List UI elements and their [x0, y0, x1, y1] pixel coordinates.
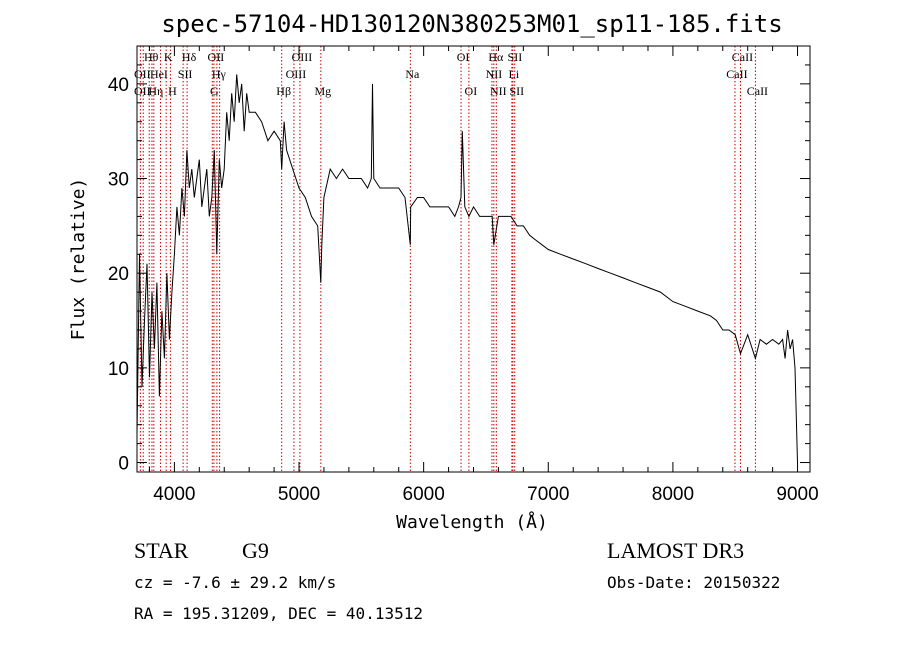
- object-class: STAR: [134, 538, 189, 563]
- y-tick-label-20: 20: [108, 264, 129, 285]
- marker-label-26: SII: [509, 84, 524, 98]
- marker-label-20: H: [168, 84, 177, 98]
- marker-label-25: NII: [490, 84, 507, 98]
- y-tick-label-30: 30: [108, 170, 129, 191]
- chart-title: spec-57104-HD130120N380253M01_sp11-185.f…: [161, 10, 782, 38]
- marker-label-15: NII: [486, 67, 503, 81]
- y-axis-ticks: 0 10 20 30 40: [108, 64, 810, 475]
- spectrum-line: [136, 74, 798, 463]
- marker-label-1: K: [164, 50, 173, 64]
- marker-label-18: OII: [134, 84, 151, 98]
- y-tick-label-0: 0: [118, 454, 129, 475]
- y-tick-label-40: 40: [108, 75, 129, 96]
- marker-label-24: OI: [465, 84, 478, 98]
- marker-label-5: OI: [457, 50, 470, 64]
- marker-label-19: Hη: [148, 84, 163, 98]
- marker-label-6: Hα: [488, 50, 504, 64]
- redshift-cz: cz = -7.6 ± 29.2 km/s: [134, 573, 336, 592]
- x-tick-label-4000: 4000: [153, 484, 195, 505]
- x-axis-label: Wavelength (Å): [396, 511, 548, 533]
- marker-label-2: Hδ: [182, 50, 197, 64]
- marker-label-9: OII: [134, 67, 151, 81]
- marker-label-10: HeI: [150, 67, 168, 81]
- marker-label-12: Hγ: [212, 67, 227, 81]
- x-axis-ticks: 4000 5000 6000 7000 8000 9000: [148, 46, 819, 505]
- y-tick-label-10: 10: [108, 359, 129, 380]
- y-axis-label: Flux (relative): [68, 178, 89, 341]
- marker-label-11: SII: [178, 67, 193, 81]
- line-markers: [139, 46, 756, 472]
- x-tick-label-6000: 6000: [403, 484, 445, 505]
- marker-label-23: Mg: [314, 84, 331, 98]
- subclass: G9: [242, 538, 269, 563]
- marker-label-21: G: [210, 84, 219, 98]
- marker-label-14: Na: [405, 67, 420, 81]
- marker-label-17: CaII: [726, 67, 747, 81]
- x-tick-label-7000: 7000: [527, 484, 569, 505]
- obs-date: Obs-Date: 20150322: [607, 573, 780, 592]
- marker-label-16: Li: [509, 67, 520, 81]
- marker-label-0: Hθ: [144, 50, 159, 64]
- x-tick-label-8000: 8000: [652, 484, 694, 505]
- marker-label-27: CaII: [747, 84, 768, 98]
- marker-label-3: OII: [208, 50, 225, 64]
- x-tick-label-5000: 5000: [278, 484, 320, 505]
- marker-label-8: CaII: [732, 50, 753, 64]
- marker-label-22: Hβ: [276, 84, 291, 98]
- plot-frame: [136, 45, 811, 473]
- marker-label-7: SII: [508, 50, 523, 64]
- marker-label-4: OIII: [292, 50, 313, 64]
- marker-label-13: OIII: [286, 67, 307, 81]
- x-tick-label-9000: 9000: [776, 484, 818, 505]
- coordinates: RA = 195.31209, DEC = 40.13512: [134, 604, 423, 623]
- survey-name: LAMOST DR3: [607, 538, 744, 563]
